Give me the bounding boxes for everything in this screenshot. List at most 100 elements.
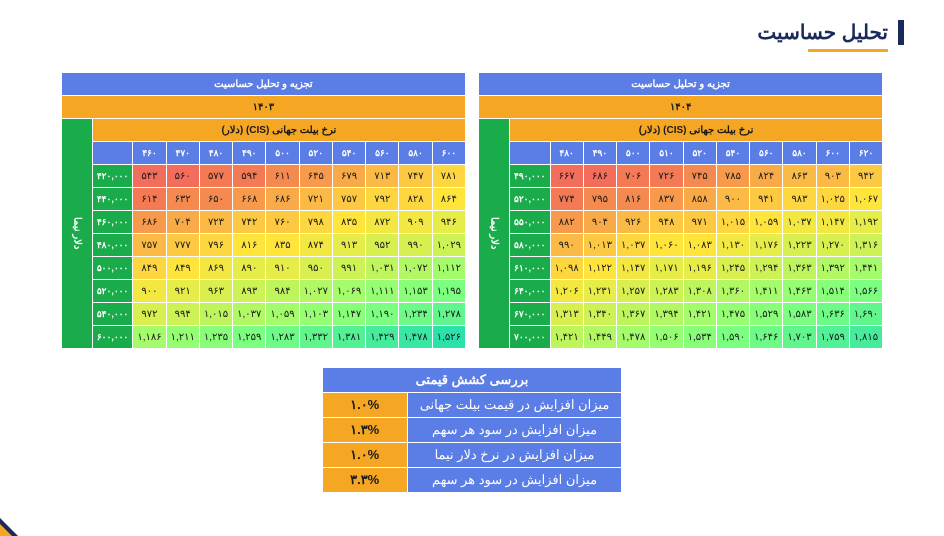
title-underline [808, 49, 888, 52]
summary-box: بررسی کشش قیمتی میزان افزایش در قیمت بیل… [40, 367, 904, 493]
heat-cell: ۹۹۱ [332, 257, 365, 280]
heat-cell: ۹۲۱ [166, 280, 199, 303]
col-head: ۶۰۰ [816, 142, 849, 165]
heat-cell: ۱,۳۶۳ [783, 257, 816, 280]
summary-label: میزان افزایش در قیمت بیلت جهانی [407, 393, 622, 418]
sensitivity-table-1: تجزیه و تحلیل حساسیت۱۴۰۳نرخ بیلت جهانی (… [61, 72, 466, 349]
heat-cell: ۱,۰۲۵ [816, 188, 849, 211]
heat-cell: ۱,۰۳۷ [233, 303, 266, 326]
heat-cell: ۷۷۷ [166, 234, 199, 257]
col-head: ۶۰۰ [432, 142, 465, 165]
heat-cell: ۱,۴۶۳ [783, 280, 816, 303]
row-head: ۴۲۰,۰۰۰ [92, 165, 133, 188]
heat-cell: ۱,۱۹۰ [366, 303, 399, 326]
heat-cell: ۱,۲۳۵ [199, 326, 232, 349]
heat-cell: ۷۵۷ [133, 234, 166, 257]
heat-cell: ۹۸۴ [266, 280, 299, 303]
axis-top-label: نرخ بیلت جهانی (CIS) (دلار) [510, 119, 883, 142]
heat-cell: ۱,۱۷۶ [750, 234, 783, 257]
row-head: ۵۰۰,۰۰۰ [92, 257, 133, 280]
heat-cell: ۱,۴۷۵ [716, 303, 749, 326]
heat-cell: ۱,۳۳۲ [299, 326, 332, 349]
summary-value: ۱.۰% [322, 443, 407, 468]
heat-cell: ۱,۱۵۳ [399, 280, 432, 303]
heat-cell: ۸۱۶ [233, 234, 266, 257]
heat-cell: ۱,۱۴۷ [332, 303, 365, 326]
heat-cell: ۱,۱۹۲ [849, 211, 882, 234]
heat-cell: ۱,۱۴۷ [617, 257, 650, 280]
heat-cell: ۷۸۵ [716, 165, 749, 188]
heat-cell: ۱,۰۵۹ [266, 303, 299, 326]
heat-cell: ۱,۱۸۶ [133, 326, 166, 349]
heat-cell: ۱,۶۴۶ [750, 326, 783, 349]
heat-cell: ۸۳۵ [266, 234, 299, 257]
page-title: تحلیل حساسیت [40, 20, 904, 45]
col-head: ۵۲۰ [683, 142, 716, 165]
summary-label: میزان افزایش در سود هر سهم [407, 468, 622, 493]
heat-cell: ۱,۱۰۳ [299, 303, 332, 326]
heat-cell: ۹۰۰ [716, 188, 749, 211]
heat-cell: ۸۴۹ [133, 257, 166, 280]
heat-cell: ۱,۲۱۱ [166, 326, 199, 349]
heat-cell: ۱,۳۴۰ [583, 303, 616, 326]
heat-cell: ۱,۵۸۳ [783, 303, 816, 326]
heat-cell: ۸۵۸ [683, 188, 716, 211]
heat-cell: ۷۵۷ [332, 188, 365, 211]
heat-cell: ۱,۱۹۵ [432, 280, 465, 303]
heat-cell: ۱,۰۳۷ [783, 211, 816, 234]
col-head: ۵۰۰ [617, 142, 650, 165]
summary-label: میزان افزایش در سود هر سهم [407, 418, 622, 443]
heat-cell: ۱,۲۴۵ [716, 257, 749, 280]
heat-cell: ۸۷۴ [299, 234, 332, 257]
table-header: تجزیه و تحلیل حساسیت [61, 73, 465, 96]
heat-cell: ۶۱۱ [266, 165, 299, 188]
heat-cell: ۷۶۰ [266, 211, 299, 234]
heat-cell: ۱,۱۲۲ [583, 257, 616, 280]
heat-cell: ۶۴۵ [299, 165, 332, 188]
heat-cell: ۱,۵۳۴ [683, 326, 716, 349]
heat-cell: ۹۴۶ [432, 211, 465, 234]
table-year: ۱۴۰۳ [61, 96, 465, 119]
heat-cell: ۱,۰۶۷ [849, 188, 882, 211]
heat-cell: ۱,۷۵۹ [816, 326, 849, 349]
heat-cell: ۷۹۶ [199, 234, 232, 257]
heat-cell: ۸۳۵ [332, 211, 365, 234]
heat-cell: ۷۴۵ [683, 165, 716, 188]
col-head-empty [510, 142, 551, 165]
heat-cell: ۱,۲۲۳ [783, 234, 816, 257]
heat-cell: ۸۷۲ [366, 211, 399, 234]
heat-cell: ۸۶۹ [199, 257, 232, 280]
heat-cell: ۱,۶۹۰ [849, 303, 882, 326]
heat-cell: ۸۲۸ [399, 188, 432, 211]
heat-cell: ۱,۲۷۰ [816, 234, 849, 257]
heat-cell: ۱,۴۱۱ [750, 280, 783, 303]
col-head: ۵۶۰ [750, 142, 783, 165]
row-head: ۴۴۰,۰۰۰ [92, 188, 133, 211]
heat-cell: ۵۶۰ [166, 165, 199, 188]
col-head: ۵۶۰ [366, 142, 399, 165]
heat-cell: ۹۰۳ [816, 165, 849, 188]
heat-cell: ۱,۳۰۸ [683, 280, 716, 303]
heat-cell: ۸۶۳ [783, 165, 816, 188]
heat-cell: ۹۸۳ [783, 188, 816, 211]
heat-cell: ۱,۰۱۵ [199, 303, 232, 326]
summary-value: ۱.۳% [322, 418, 407, 443]
heat-cell: ۱,۰۳۷ [617, 234, 650, 257]
col-head: ۵۴۰ [716, 142, 749, 165]
heat-cell: ۸۶۴ [432, 188, 465, 211]
heat-cell: ۸۲۴ [750, 165, 783, 188]
heat-cell: ۱,۵۰۶ [650, 326, 683, 349]
heat-cell: ۸۹۳ [233, 280, 266, 303]
row-head: ۶۰۰,۰۰۰ [92, 326, 133, 349]
heat-cell: ۱,۱۳۰ [716, 234, 749, 257]
heat-cell: ۱,۰۶۹ [332, 280, 365, 303]
heat-cell: ۸۴۹ [166, 257, 199, 280]
heat-cell: ۷۰۶ [617, 165, 650, 188]
heat-cell: ۹۹۰ [399, 234, 432, 257]
col-head-empty [92, 142, 133, 165]
heat-cell: ۱,۳۸۱ [332, 326, 365, 349]
heat-cell: ۷۹۲ [366, 188, 399, 211]
heat-cell: ۱,۲۳۴ [399, 303, 432, 326]
heat-cell: ۱,۳۶۷ [617, 303, 650, 326]
col-head: ۴۹۰ [233, 142, 266, 165]
